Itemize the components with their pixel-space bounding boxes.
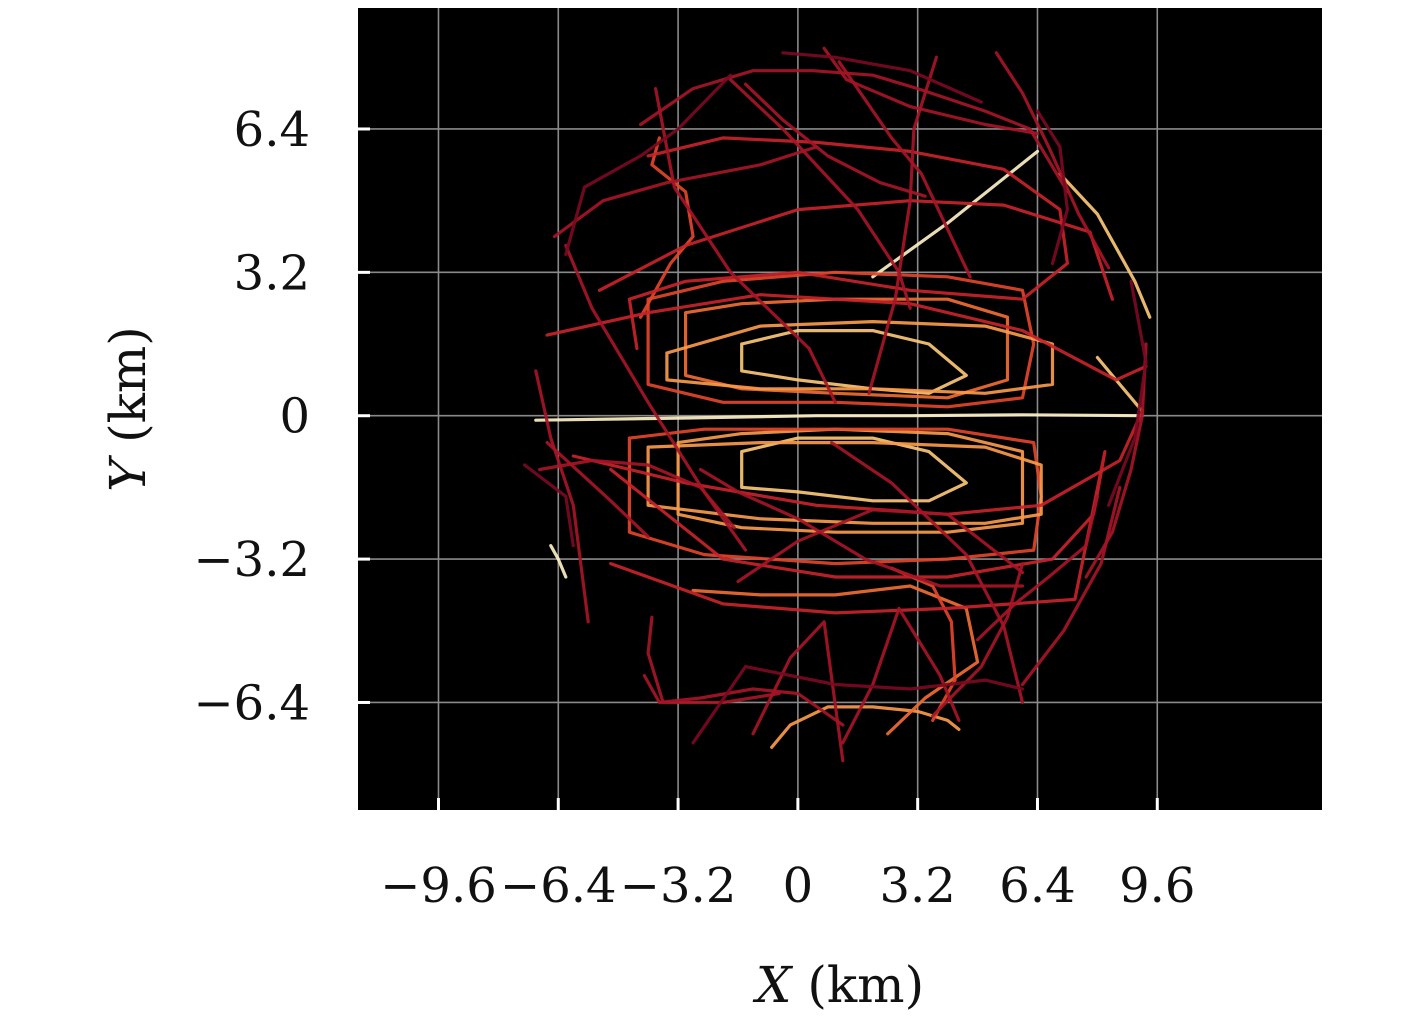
trajectory-lines (522, 46, 1152, 763)
axis-ticks (358, 127, 1159, 810)
trajectory-4 (549, 544, 568, 579)
trajectory-17 (627, 136, 1070, 351)
x-tick-labels: −9.6 −6.4 −3.2 0 3.2 6.4 9.6 (380, 858, 1195, 914)
trajectory-44 (867, 55, 939, 395)
trajectory-25 (728, 78, 912, 310)
trajectory-0 (534, 413, 1144, 422)
y-tick-label-2: 0 (279, 389, 310, 445)
trajectory-48 (691, 664, 1025, 745)
trajectory-37 (931, 561, 1025, 718)
y-tick-labels: 6.4 3.2 0 −3.2 −6.4 (193, 102, 310, 731)
trajectory-43 (698, 467, 1025, 588)
trajectory-26 (837, 60, 972, 279)
trajectory-27 (653, 86, 837, 404)
x-tick-label-0: −9.6 (380, 858, 497, 914)
trajectory-34 (646, 615, 781, 705)
y-tick-label-1: 3.2 (234, 245, 310, 301)
trajectory-51 (1106, 279, 1148, 507)
trajectory-12 (665, 320, 1055, 395)
trajectory-45 (743, 82, 927, 198)
x-tick-label-6: 9.6 (1119, 858, 1195, 914)
trajectory-11 (627, 427, 1043, 566)
x-tick-label-3: 0 (783, 858, 814, 914)
trajectory-35 (751, 620, 845, 763)
trajectory-32 (545, 441, 650, 539)
trajectory-2 (1058, 172, 1152, 319)
trajectory-1 (871, 149, 1040, 279)
trajectory-30 (534, 369, 590, 624)
y-tick-label-3: −3.2 (193, 532, 310, 588)
trajectory-23 (638, 69, 1070, 194)
y-tick-label-0: 6.4 (234, 102, 310, 158)
trajectory-22 (552, 145, 819, 239)
trajectory-8 (740, 329, 968, 395)
trajectory-36 (841, 606, 961, 745)
y-axis-title: Y (km) (99, 326, 157, 492)
trajectory-47 (564, 73, 733, 256)
trajectory-31 (537, 458, 736, 530)
trajectory-46 (522, 463, 575, 548)
x-tick-label-4: 3.2 (880, 858, 956, 914)
x-tick-label-1: −6.4 (500, 858, 617, 914)
trajectory-3 (1095, 355, 1144, 413)
trajectory-38 (975, 494, 1100, 642)
trajectory-42 (829, 441, 1025, 705)
y-tick-label-4: −6.4 (193, 675, 310, 731)
trajectory-41 (736, 508, 1025, 584)
trajectory-39 (1020, 485, 1122, 687)
trajectory-24 (822, 46, 1040, 136)
trajectory-49 (781, 51, 983, 104)
trajectory-5 (770, 705, 961, 749)
plot-area (358, 8, 1322, 810)
trajectory-40 (1084, 342, 1148, 579)
x-tick-label-5: 6.4 (999, 858, 1075, 914)
x-tick-label-2: −3.2 (620, 858, 737, 914)
trajectory-9 (740, 436, 968, 503)
trajectory-29 (564, 243, 748, 552)
x-axis-title: X (km) (752, 956, 924, 1014)
trajectory-28 (994, 51, 1111, 270)
trajectory-15 (638, 136, 695, 319)
trajectory-50 (1035, 109, 1070, 265)
trajectory-19 (609, 450, 1107, 615)
